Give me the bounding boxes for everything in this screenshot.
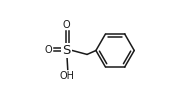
Text: O: O bbox=[63, 20, 70, 30]
Text: O: O bbox=[45, 45, 52, 56]
Text: OH: OH bbox=[60, 71, 75, 81]
Text: S: S bbox=[62, 44, 71, 57]
